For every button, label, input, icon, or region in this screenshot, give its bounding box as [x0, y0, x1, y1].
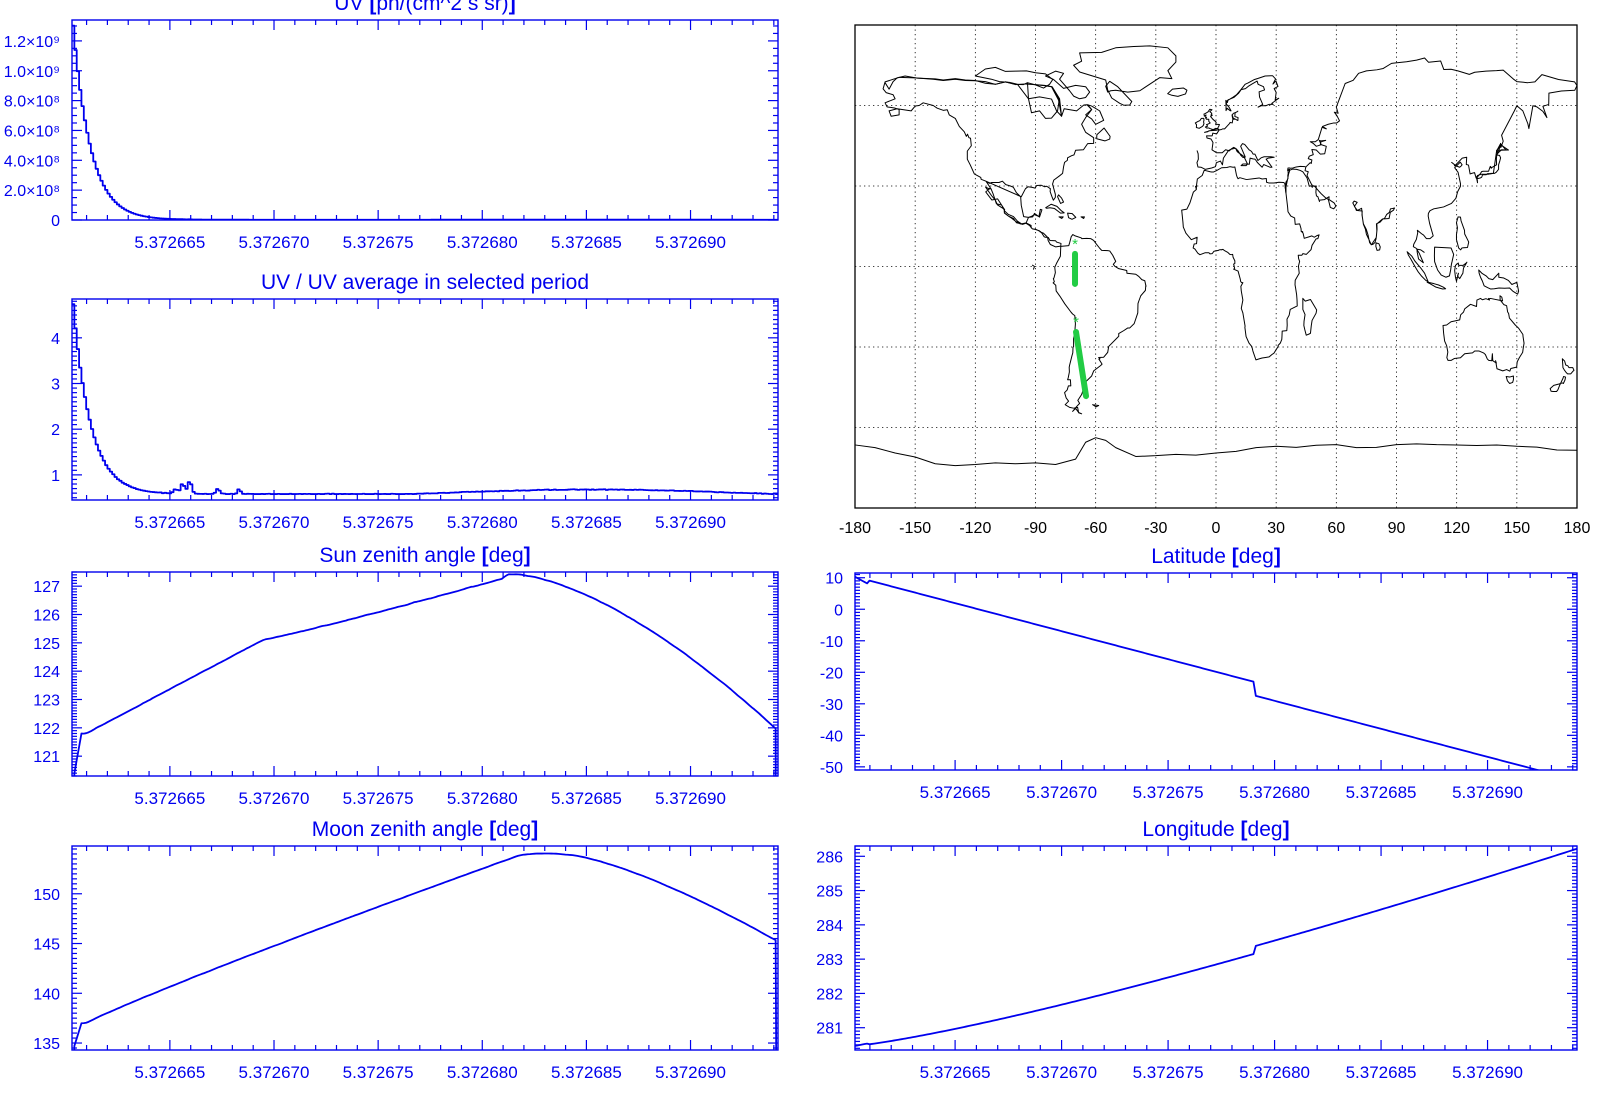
- svg-text:*: *: [1072, 236, 1078, 253]
- svg-text:5.372665: 5.372665: [134, 789, 205, 808]
- svg-text:150: 150: [33, 887, 60, 904]
- svg-text:5.372685: 5.372685: [1346, 1063, 1417, 1082]
- svg-text:5.372685: 5.372685: [551, 1063, 622, 1082]
- svg-text:5.372675: 5.372675: [1133, 1063, 1204, 1082]
- svg-text:5.372680: 5.372680: [447, 233, 518, 252]
- svg-text:5.372675: 5.372675: [343, 233, 414, 252]
- svg-text:2: 2: [51, 422, 60, 439]
- svg-text:281: 281: [816, 1021, 843, 1038]
- svg-text:8.0×10⁸: 8.0×10⁸: [4, 94, 60, 111]
- svg-text:-60: -60: [1084, 520, 1107, 537]
- svg-text:5.372675: 5.372675: [343, 513, 414, 532]
- svg-text:5.372690: 5.372690: [655, 513, 726, 532]
- svg-text:UV / UV average in selected pe: UV / UV average in selected period: [261, 271, 589, 294]
- svg-text:286: 286: [816, 849, 843, 866]
- svg-text:5.372690: 5.372690: [655, 1063, 726, 1082]
- svg-text:-180: -180: [839, 520, 871, 537]
- svg-text:5.372680: 5.372680: [447, 789, 518, 808]
- svg-text:Sun zenith angle [deg]: Sun zenith angle [deg]: [319, 544, 530, 567]
- svg-text:-150: -150: [899, 520, 931, 537]
- svg-text:284: 284: [816, 918, 843, 935]
- svg-text:5.372690: 5.372690: [655, 789, 726, 808]
- svg-text:5.372675: 5.372675: [1133, 783, 1204, 802]
- svg-text:5.372665: 5.372665: [134, 233, 205, 252]
- svg-text:5.372675: 5.372675: [343, 1063, 414, 1082]
- svg-text:285: 285: [816, 884, 843, 901]
- svg-text:60: 60: [1327, 520, 1345, 537]
- svg-text:124: 124: [33, 664, 60, 681]
- svg-text:5.372690: 5.372690: [1452, 1063, 1523, 1082]
- svg-text:-30: -30: [1144, 520, 1167, 537]
- svg-text:-30: -30: [820, 697, 843, 714]
- svg-text:1.2×10⁹: 1.2×10⁹: [4, 34, 60, 51]
- svg-text:5.372665: 5.372665: [134, 513, 205, 532]
- svg-text:5.372670: 5.372670: [239, 789, 310, 808]
- svg-text:5.372680: 5.372680: [1239, 1063, 1310, 1082]
- svg-text:5.372670: 5.372670: [1026, 783, 1097, 802]
- svg-text:5.372680: 5.372680: [447, 513, 518, 532]
- svg-text:5.372665: 5.372665: [920, 783, 991, 802]
- svg-text:121: 121: [33, 749, 60, 766]
- svg-text:122: 122: [33, 721, 60, 738]
- svg-text:282: 282: [816, 986, 843, 1003]
- svg-text:1: 1: [51, 468, 60, 485]
- svg-text:283: 283: [816, 952, 843, 969]
- svg-text:125: 125: [33, 636, 60, 653]
- svg-text:3: 3: [51, 377, 60, 394]
- svg-text:Longitude [deg]: Longitude [deg]: [1142, 818, 1289, 841]
- svg-text:90: 90: [1388, 520, 1406, 537]
- svg-text:5.372685: 5.372685: [551, 789, 622, 808]
- svg-text:5.372675: 5.372675: [343, 789, 414, 808]
- svg-text:5.372670: 5.372670: [239, 513, 310, 532]
- svg-text:5.372690: 5.372690: [1452, 783, 1523, 802]
- svg-text:5.372680: 5.372680: [1239, 783, 1310, 802]
- svg-text:*: *: [1073, 314, 1079, 331]
- svg-text:Latitude [deg]: Latitude [deg]: [1151, 545, 1281, 568]
- svg-text:140: 140: [33, 986, 60, 1003]
- svg-text:10: 10: [825, 571, 843, 588]
- svg-text:2.0×10⁸: 2.0×10⁸: [4, 183, 60, 200]
- svg-text:150: 150: [1503, 520, 1530, 537]
- svg-text:5.372680: 5.372680: [447, 1063, 518, 1082]
- svg-text:30: 30: [1267, 520, 1285, 537]
- svg-text:0: 0: [51, 213, 60, 230]
- svg-text:-20: -20: [820, 665, 843, 682]
- svg-text:-40: -40: [820, 728, 843, 745]
- svg-text:5.372685: 5.372685: [551, 513, 622, 532]
- svg-text:5.372685: 5.372685: [551, 233, 622, 252]
- svg-text:126: 126: [33, 608, 60, 625]
- svg-text:0: 0: [834, 602, 843, 619]
- svg-text:-120: -120: [959, 520, 991, 537]
- svg-text:5.372670: 5.372670: [1026, 1063, 1097, 1082]
- svg-text:120: 120: [1443, 520, 1470, 537]
- svg-text:4.0×10⁸: 4.0×10⁸: [4, 153, 60, 170]
- svg-text:5.372665: 5.372665: [134, 1063, 205, 1082]
- svg-text:5.372685: 5.372685: [1346, 783, 1417, 802]
- svg-text:5.372670: 5.372670: [239, 233, 310, 252]
- svg-text:5.372690: 5.372690: [655, 233, 726, 252]
- svg-text:1.0×10⁹: 1.0×10⁹: [4, 64, 60, 81]
- svg-text:4: 4: [51, 331, 60, 348]
- svg-text:5.372665: 5.372665: [920, 1063, 991, 1082]
- svg-text:-50: -50: [820, 760, 843, 777]
- svg-text:-90: -90: [1024, 520, 1047, 537]
- svg-text:-10: -10: [820, 634, 843, 651]
- svg-text:UV [ph/(cm^2 s sr)]: UV [ph/(cm^2 s sr)]: [334, 0, 515, 15]
- svg-text:6.0×10⁸: 6.0×10⁸: [4, 123, 60, 140]
- svg-text:123: 123: [33, 693, 60, 710]
- svg-text:5.372670: 5.372670: [239, 1063, 310, 1082]
- svg-text:0: 0: [1212, 520, 1221, 537]
- svg-text:135: 135: [33, 1036, 60, 1053]
- svg-text:Moon zenith angle [deg]: Moon zenith angle [deg]: [312, 818, 539, 841]
- svg-text:145: 145: [33, 937, 60, 954]
- svg-text:180: 180: [1564, 520, 1591, 537]
- svg-text:127: 127: [33, 579, 60, 596]
